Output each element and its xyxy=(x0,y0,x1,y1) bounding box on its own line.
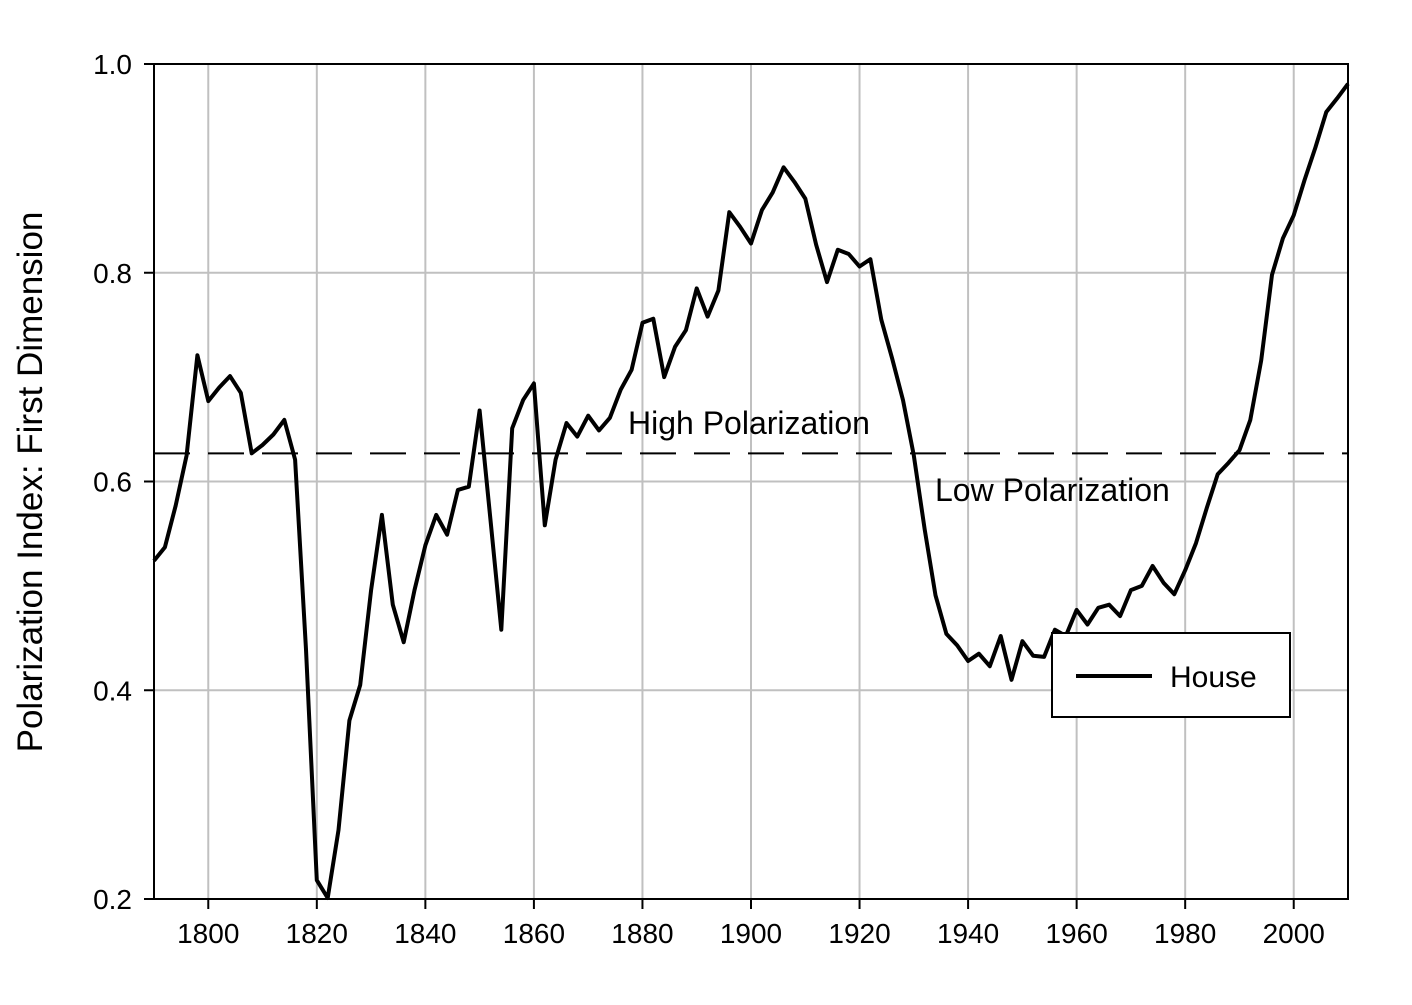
x-tick-label: 1820 xyxy=(286,918,348,949)
annotation-high-polarization: High Polarization xyxy=(628,405,870,441)
x-tick-label: 1960 xyxy=(1045,918,1107,949)
legend: House xyxy=(1051,632,1291,718)
legend-label-house: House xyxy=(1170,661,1257,694)
x-tick-label: 1860 xyxy=(503,918,565,949)
x-tick-label: 1880 xyxy=(611,918,673,949)
y-tick-label: 0.4 xyxy=(93,675,132,706)
y-axis-label: Polarization Index: First Dimension xyxy=(11,212,50,753)
y-tick-label: 0.6 xyxy=(93,467,132,498)
y-axis: 0.2 0.4 0.6 0.8 1.0 xyxy=(93,49,154,915)
y-tick-label: 1.0 xyxy=(93,49,132,80)
x-axis: 1800 1820 1840 1860 1880 1900 1920 1940 1960 1980… xyxy=(177,899,1325,949)
x-tick-label: 1980 xyxy=(1154,918,1216,949)
annotation-low-polarization: Low Polarization xyxy=(935,472,1170,508)
x-tick-label: 2000 xyxy=(1263,918,1325,949)
x-tick-label: 1840 xyxy=(394,918,456,949)
y-tick-label: 0.8 xyxy=(93,258,132,289)
x-tick-label: 1800 xyxy=(177,918,239,949)
x-tick-label: 1940 xyxy=(937,918,999,949)
series-line-house xyxy=(152,82,1350,900)
x-tick-label: 1900 xyxy=(720,918,782,949)
y-tick-label: 0.2 xyxy=(93,884,132,915)
x-tick-label: 1920 xyxy=(828,918,890,949)
